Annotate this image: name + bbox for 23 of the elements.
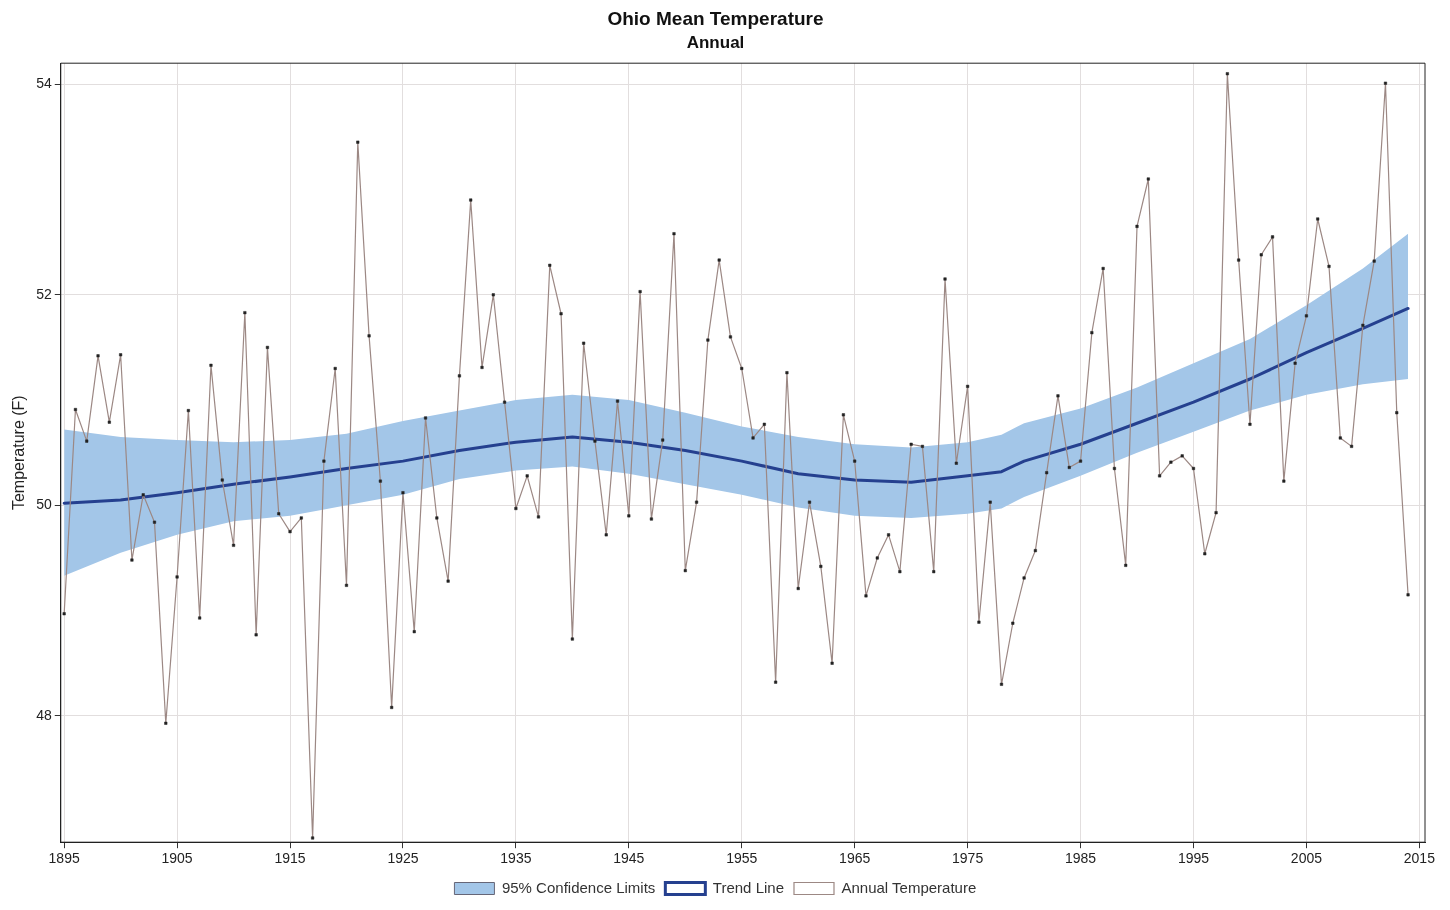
- x-tick-label: 1985: [1064, 850, 1097, 867]
- x-tick-label: 1955: [726, 850, 758, 867]
- legend-label: Annual Temperature: [841, 878, 977, 896]
- legend-label: Trend Line: [712, 878, 784, 896]
- x-tick-label: 2015: [1403, 850, 1436, 867]
- chart-subtitle: Annual: [686, 32, 745, 52]
- y-tick-label: 52: [36, 285, 52, 302]
- y-tick-label: 54: [36, 75, 52, 92]
- y-tick-label: 50: [36, 496, 52, 513]
- x-tick-label: 1905: [161, 850, 193, 867]
- y-axis-title: Temperature (F): [10, 395, 28, 511]
- legend-label: 95% Confidence Limits: [501, 878, 656, 896]
- x-tick-label: 1925: [387, 850, 419, 867]
- x-tick-label: 1945: [613, 850, 645, 867]
- x-tick-label: 1915: [274, 850, 306, 867]
- x-tick-label: 1965: [839, 850, 871, 867]
- x-tick-label: 1935: [500, 850, 532, 867]
- x-tick-label: 1995: [1177, 850, 1210, 867]
- x-tick-label: 1895: [48, 850, 80, 867]
- x-tick-label: 2005: [1290, 850, 1323, 867]
- x-tick-label: 1975: [952, 850, 984, 867]
- chart-title: Ohio Mean Temperature: [607, 7, 824, 29]
- y-tick-label: 48: [36, 706, 52, 723]
